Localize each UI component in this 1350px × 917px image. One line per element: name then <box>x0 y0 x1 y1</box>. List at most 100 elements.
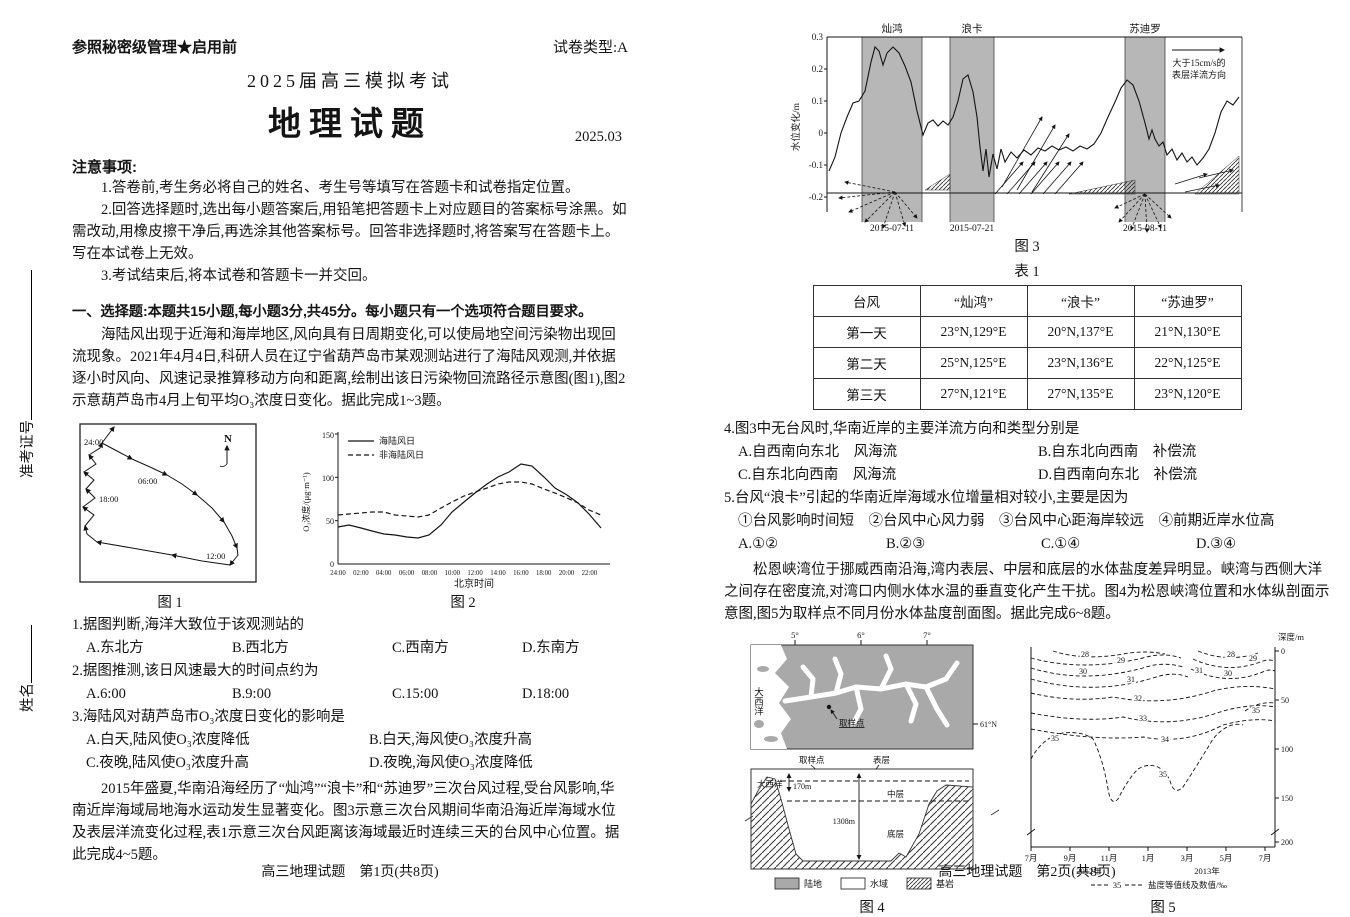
fig4-map-ocean-label: 大西洋 <box>752 686 764 716</box>
svg-text:-0.1: -0.1 <box>809 160 823 170</box>
table-cell: 21°N,130°E <box>1133 316 1242 348</box>
svg-text:100: 100 <box>1281 745 1293 754</box>
fig3-x-dates: 2015-07-11 2015-07-21 2015-08-11 <box>870 224 1167 234</box>
fig2-x-ticks: 24:00 02:00 04:00 06:00 08:00 10:00 12:0… <box>330 570 597 577</box>
fig2-y-ticks: 0 50 100 150 <box>322 431 334 569</box>
svg-text:35: 35 <box>1051 734 1059 743</box>
fig3-typhoon-labels: 灿鸿 浪卡 苏迪罗 <box>882 22 1161 35</box>
question-4-options: A.自西南向东北 风海流 B.自东北向西南 补偿流 C.自东北向西南 风海流 D… <box>738 441 1330 487</box>
time-label-2400: 24:00 <box>84 437 103 447</box>
svg-text:30: 30 <box>1079 667 1087 676</box>
fig5-contour-lines <box>1030 650 1276 802</box>
notice-heading: 注意事项: <box>72 159 137 176</box>
passage-fjord: 松恩峡湾位于挪威西南沿海,湾内表层、中层和底层的水体盐度差异明显。峡湾与西侧大洋… <box>724 562 1330 622</box>
question-3-stem: 3.海陆风对葫芦岛市O₃浓度日变化的影响是 <box>72 709 345 725</box>
question-4: 4.图3中无台风时,华南近岸的主要洋流方向和类型分别是 A.自西南向东北 风海流… <box>724 418 1330 487</box>
figure-2-block: 0 50 100 150 O₃浓度/(μg·m⁻¹) 海陆风日 非海陆风日 <box>298 424 628 612</box>
svg-text:0: 0 <box>330 560 334 569</box>
table-row: 第三天 27°N,121°E 27°N,135°E 23°N,120°E <box>812 378 1242 410</box>
svg-text:34: 34 <box>1161 735 1169 744</box>
svg-text:0: 0 <box>819 128 824 138</box>
svg-text:20:00: 20:00 <box>559 570 575 577</box>
q5-option-c: C.①④ <box>1041 536 1081 552</box>
fig4-lon-ticks: 5° 6° 7° <box>791 630 931 640</box>
fig4-lat-tick: 61°N <box>980 720 997 729</box>
fig5-month-ticks: 7月 9月 11月 1月 3月 5月 7月 <box>1025 853 1272 863</box>
svg-text:2012年: 2012年 <box>1076 866 1102 876</box>
table-cell: 第二天 <box>812 347 921 379</box>
svg-text:11月: 11月 <box>1101 853 1118 863</box>
notice-item-1: 1.答卷前,考生务必将自己的姓名、考生号等填写在答题卡和试卷指定位置。 <box>101 180 580 196</box>
fig4-map-sample-label: 取样点 <box>839 718 865 728</box>
fig3-y-axis-label: 水位变化/m <box>790 102 802 151</box>
svg-text:2015-07-11: 2015-07-11 <box>870 224 914 234</box>
svg-text:24:00: 24:00 <box>330 570 346 577</box>
svg-text:2015-08-11: 2015-08-11 <box>1123 224 1167 234</box>
figure-1-backflow-map: N <box>79 423 257 583</box>
fig5-depth-ticks: 0 50 100 150 200 <box>1281 647 1293 847</box>
fig4-sample-point-dot <box>826 704 832 710</box>
question-2-stem: 2.据图推测,该日风速最大的时间点约为 <box>72 663 319 679</box>
svg-text:33: 33 <box>1139 714 1147 723</box>
table-cell: 第三天 <box>812 378 921 410</box>
svg-text:6°: 6° <box>857 630 865 640</box>
figure-1-caption: 图 1 <box>157 595 183 611</box>
fig3-current-cluster-2 <box>1068 179 1136 195</box>
fig3-legend-line2: 表层洋流方向 <box>1172 69 1226 80</box>
fig3-y-ticks: 0.3 0.2 0.1 0 -0.1 -0.2 <box>809 32 824 202</box>
svg-text:-0.2: -0.2 <box>809 192 823 202</box>
q4-option-b: B.自东北向西南 补偿流 <box>1038 444 1197 460</box>
fig4-middle-label: 中层 <box>887 789 904 799</box>
svg-text:12:00: 12:00 <box>467 570 483 577</box>
q5-option-b: B.②③ <box>886 536 926 552</box>
fig3-current-cluster-1 <box>924 173 951 191</box>
notice-item-2: 2.回答选择题时,选出每小题答案后,用铅笔把答题卡上对应题目的答案标号涂黑。如需… <box>72 202 627 262</box>
svg-text:2015-07-21: 2015-07-21 <box>950 224 995 234</box>
svg-text:02:00: 02:00 <box>353 570 369 577</box>
exam-date: 2025.03 <box>574 129 622 145</box>
fig4-map-land <box>750 644 974 750</box>
figure-4-block: 5° 6° 7° <box>741 629 1003 917</box>
table-header-cell: “灿鸿” <box>919 285 1028 317</box>
table-header-cell: 台风 <box>812 285 921 317</box>
svg-text:150: 150 <box>1281 794 1293 803</box>
q5-option-a: A.①② <box>738 536 779 552</box>
svg-text:29: 29 <box>1117 656 1125 665</box>
q5-option-d: D.③④ <box>1196 536 1237 552</box>
paper-type: 试卷类型:A <box>552 40 628 56</box>
time-label-1800: 18:00 <box>99 494 118 504</box>
question-3-options: A.白天,陆风使O₃浓度降低 B.白天,海风使O₃浓度升高 C.夜晚,陆风使O₃… <box>86 729 628 775</box>
figure-3-block: 0.3 0.2 0.1 0 -0.1 -0.2 水位变化/m 灿鸿 浪卡 苏迪罗 <box>724 22 1330 256</box>
band-linfa <box>950 37 994 222</box>
question-5: 5.台风“浪卡”引起的华南近岸海域水位增量相对较小,主要是因为 ①台风影响时间短… <box>724 487 1330 556</box>
fig4-legend-bedrock: 基岩 <box>936 878 954 889</box>
seal-exam-number-label: 准考证号 <box>20 420 36 478</box>
table-header-cell: “苏迪罗” <box>1133 285 1242 317</box>
q3-option-b: B.白天,海风使O₃浓度升高 <box>369 732 532 748</box>
figure-3-caption: 图 3 <box>1014 239 1040 255</box>
page1-footer: 高三地理试题 第1页(共8页) <box>261 865 439 880</box>
table-cell: 27°N,135°E <box>1026 378 1135 410</box>
fig4-legend: 陆地 水域 基岩 <box>774 877 954 890</box>
passage-sea-land-breeze: 海陆风出现于近海和海岸地区,风向具有日周期变化,可以使局地空间污染物出现回流现象… <box>72 327 626 409</box>
q1-option-c: C.西南方 <box>392 640 449 656</box>
svg-text:9月: 9月 <box>1064 853 1077 863</box>
svg-text:0.3: 0.3 <box>812 32 824 42</box>
fig2-legend-series1: 海陆风日 <box>379 435 415 446</box>
svg-text:5°: 5° <box>791 630 799 640</box>
subject-title: 地理试题 <box>268 105 432 142</box>
svg-text:200: 200 <box>1281 838 1293 847</box>
table-row: 第一天 23°N,129°E 20°N,137°E 21°N,130°E <box>812 316 1242 348</box>
question-1-stem: 1.据图判断,海洋大致位于该观测站的 <box>72 617 304 633</box>
fig4-legend-water: 水域 <box>870 878 888 889</box>
table-cell: 23°N,136°E <box>1026 347 1135 379</box>
table-cell: 第一天 <box>812 316 921 348</box>
svg-text:29: 29 <box>1249 654 1257 663</box>
svg-text:0.1: 0.1 <box>812 96 823 106</box>
fig2-x-axis-label: 北京时间 <box>454 577 494 590</box>
svg-text:28: 28 <box>1227 650 1235 659</box>
question-3: 3.海陆风对葫芦岛市O₃浓度日变化的影响是 A.白天,陆风使O₃浓度降低 B.白… <box>72 706 628 775</box>
svg-text:7月: 7月 <box>1259 853 1272 863</box>
table-cell: 23°N,129°E <box>919 316 1028 348</box>
figure-row-2: 5° 6° 7° <box>724 629 1330 917</box>
